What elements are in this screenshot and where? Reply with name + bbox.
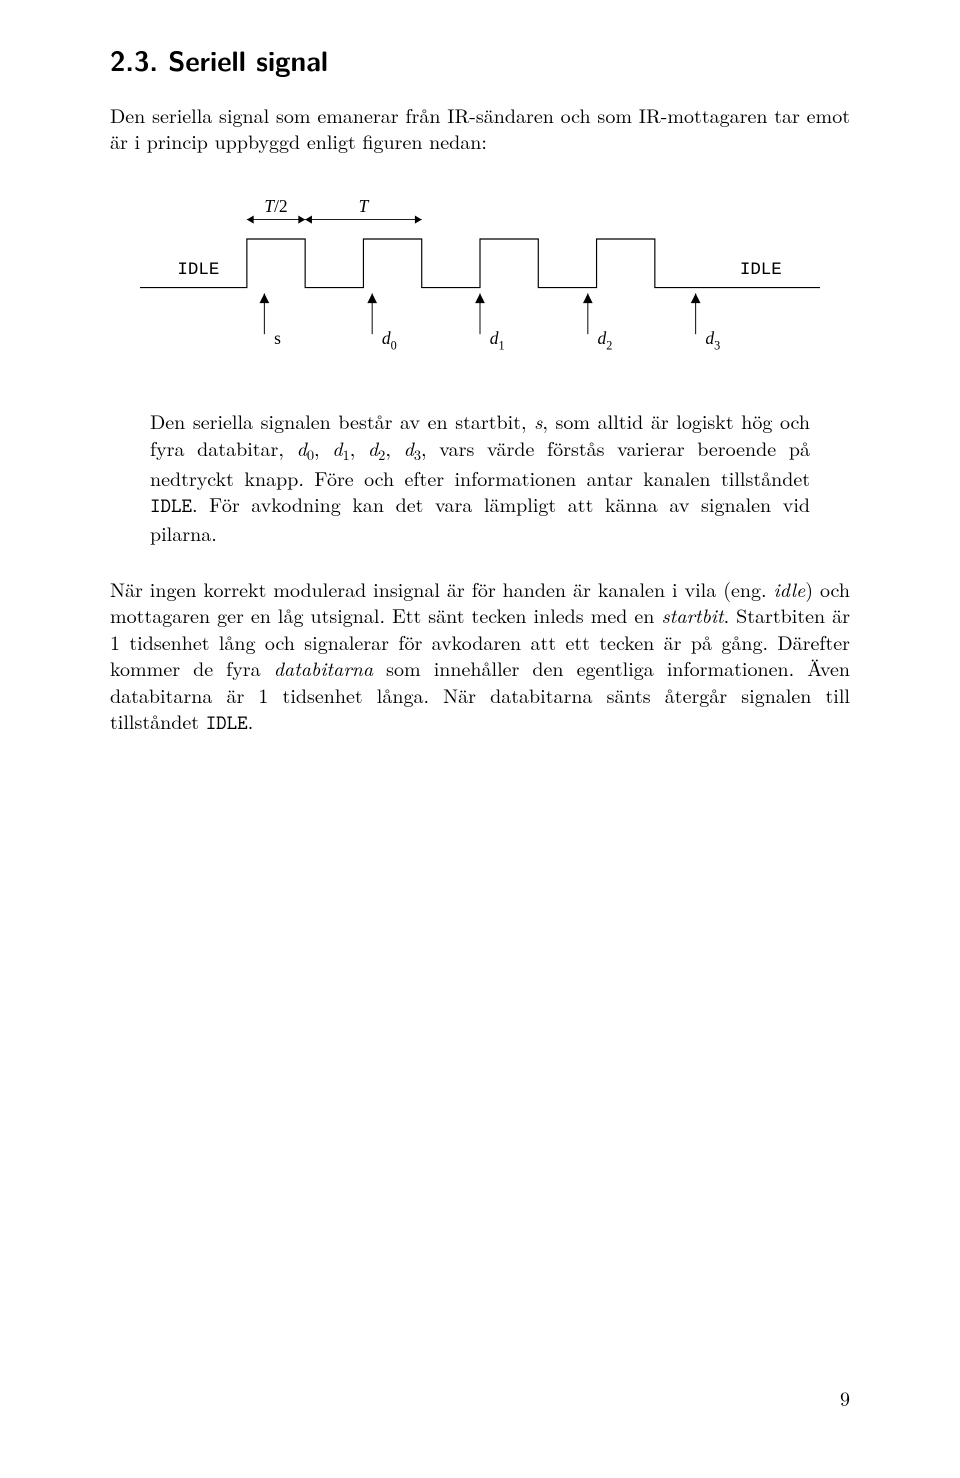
section-number: 2.3. — [110, 40, 158, 80]
figure-caption: Den seriella signalen består av en start… — [150, 408, 810, 546]
svg-text:d0: d0 — [382, 328, 397, 353]
svg-text:IDLE: IDLE — [177, 260, 219, 280]
svg-text:T/2: T/2 — [264, 196, 287, 216]
svg-text:IDLE: IDLE — [740, 260, 782, 280]
signal-figure: T/2 T IDLE IDLE s d0 d1 d2 d3 — [110, 171, 850, 385]
svg-text:d1: d1 — [490, 328, 505, 353]
svg-text:d2: d2 — [598, 328, 613, 353]
section-heading: 2.3. Seriell signal — [110, 40, 850, 80]
section-title: Seriell signal — [168, 40, 328, 80]
svg-text:s: s — [274, 328, 281, 348]
body-paragraph-2: När ingen korrekt modulerad insignal är … — [110, 576, 850, 736]
intro-paragraph: Den seriella signal som emanerar från IR… — [110, 102, 850, 155]
page-number: 9 — [840, 1383, 850, 1412]
svg-text:T: T — [359, 196, 370, 216]
svg-text:d3: d3 — [705, 328, 720, 353]
